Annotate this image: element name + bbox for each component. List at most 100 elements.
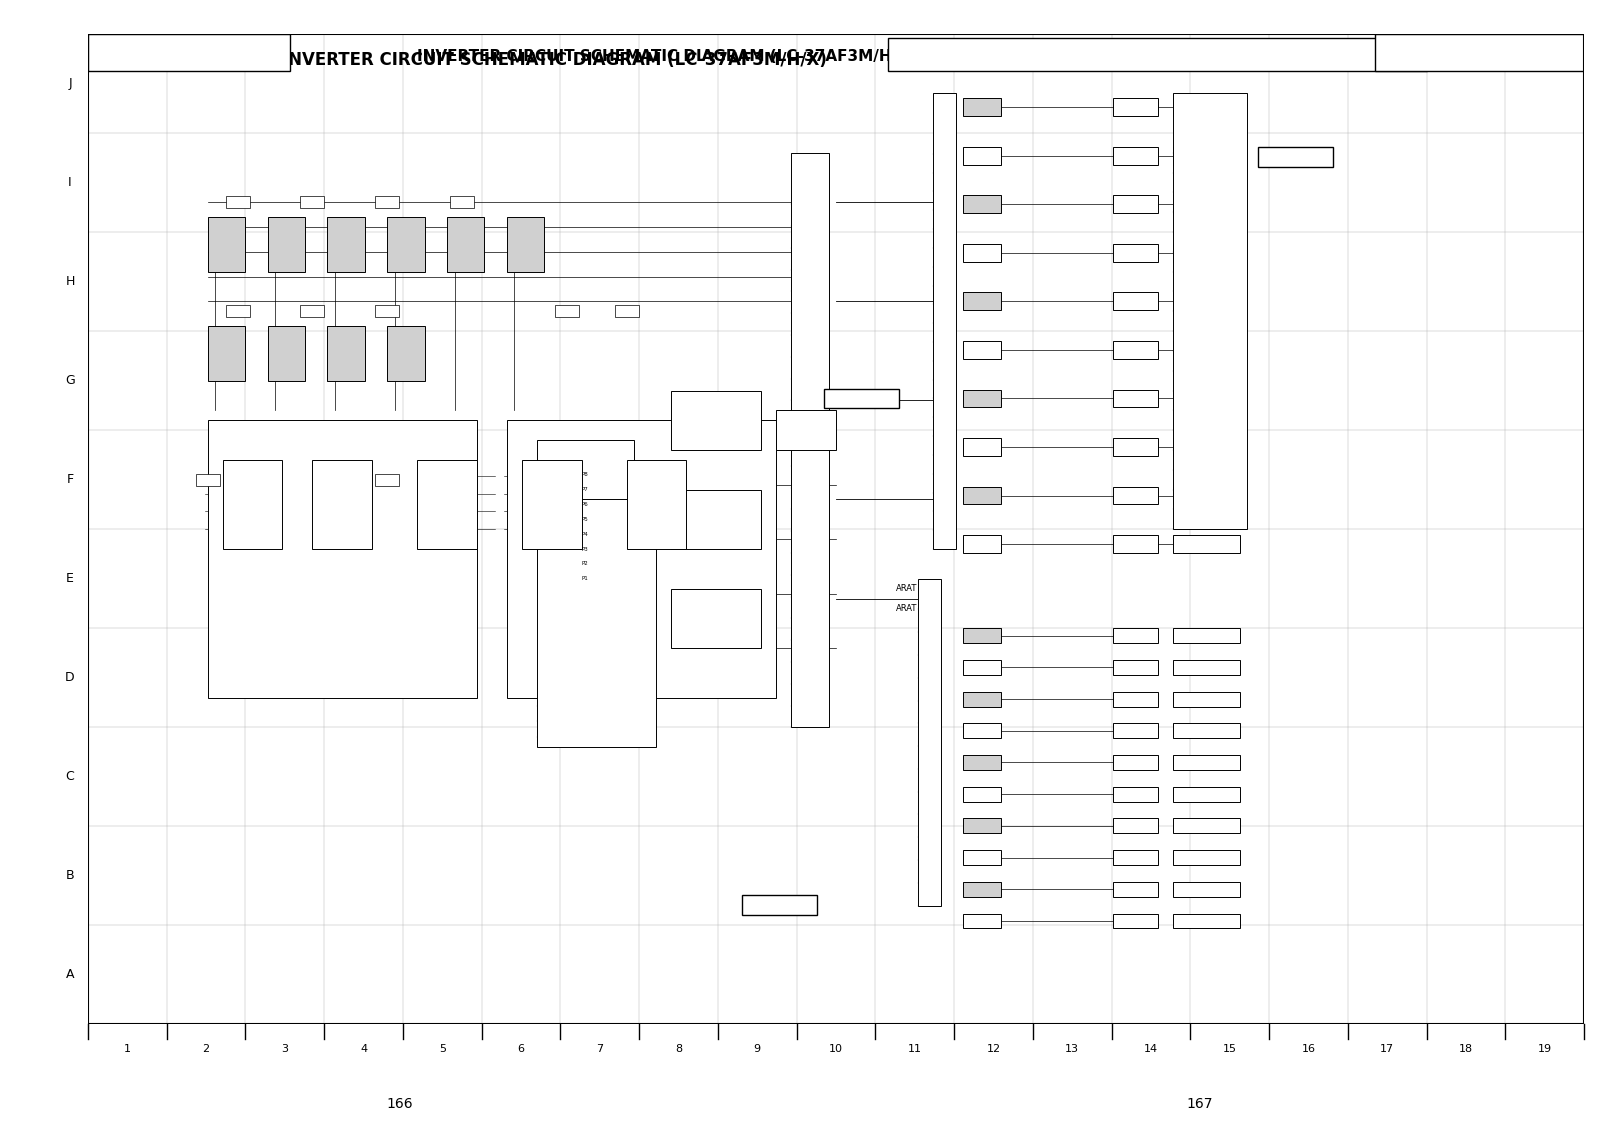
Bar (267, 326, 306, 380)
Text: INVERTER CIRCUIT SCHEMATIC DIAGRAM (LC-37AF3M/H/X): INVERTER CIRCUIT SCHEMATIC DIAGRAM (LC-3… (283, 51, 827, 69)
Bar (1112, 196, 1158, 213)
Bar (963, 243, 1000, 261)
Bar (226, 306, 250, 317)
Text: INVERTER CIRCUIT SCHEMATIC DIAGRAM (LC-37AF3M/H/X): INVERTER CIRCUIT SCHEMATIC DIAGRAM (LC-3… (418, 49, 915, 63)
Bar (963, 196, 1000, 213)
Bar (1112, 487, 1158, 505)
Bar (1112, 914, 1158, 928)
Bar (88, 34, 290, 70)
Bar (1112, 438, 1158, 456)
Bar (1173, 723, 1240, 738)
Bar (536, 440, 634, 589)
Text: LC-26AF3 M/H/X
LC-32AF3 M/H/X
LC-37AF3 M/H/X: LC-26AF3 M/H/X LC-32AF3 M/H/X LC-37AF3 M… (96, 34, 184, 70)
Bar (1173, 850, 1240, 865)
Bar (1112, 723, 1158, 738)
Text: 7: 7 (597, 1044, 603, 1054)
Text: P4: P4 (581, 532, 589, 537)
Bar (963, 692, 1000, 706)
Bar (418, 460, 477, 549)
Text: A: A (66, 969, 74, 981)
Bar (376, 474, 398, 486)
Text: H: H (66, 275, 75, 288)
Bar (1112, 882, 1158, 897)
Text: 13: 13 (1066, 1044, 1080, 1054)
Bar (1112, 628, 1158, 643)
Bar (963, 787, 1000, 801)
Bar (963, 487, 1000, 505)
Text: P7: P7 (581, 487, 589, 492)
Bar (963, 660, 1000, 675)
Bar (1173, 755, 1240, 770)
Text: 9: 9 (754, 1044, 762, 1054)
Bar (963, 98, 1000, 117)
Bar (1173, 487, 1240, 505)
Bar (328, 326, 365, 380)
Bar (267, 217, 306, 272)
Bar (256, 474, 280, 486)
Bar (328, 217, 365, 272)
Bar (1173, 243, 1240, 261)
Bar (507, 420, 776, 697)
Bar (312, 460, 373, 549)
Text: 167: 167 (1187, 1097, 1213, 1110)
Bar (1112, 850, 1158, 865)
Text: G: G (66, 375, 75, 387)
Text: ARAT: ARAT (896, 584, 917, 593)
Text: I: I (69, 177, 72, 189)
Bar (824, 388, 899, 409)
Bar (1112, 389, 1158, 408)
Text: 4: 4 (360, 1044, 366, 1054)
Bar (1173, 692, 1240, 706)
Bar (1112, 243, 1158, 261)
Bar (1112, 98, 1158, 117)
Bar (1112, 147, 1158, 165)
Bar (507, 217, 544, 272)
Bar (208, 326, 245, 380)
Bar (776, 411, 835, 451)
Bar (301, 306, 325, 317)
Text: P1: P1 (581, 576, 589, 581)
Text: LC-26AF3 M/H/X
LC-32AF3 M/H/X
LC-37AF3 M/H/X: LC-26AF3 M/H/X LC-32AF3 M/H/X LC-37AF3 M… (1382, 34, 1470, 70)
Text: D: D (66, 671, 75, 684)
Bar (1173, 628, 1240, 643)
Text: PKG4: PKG4 (1280, 152, 1310, 162)
Bar (963, 438, 1000, 456)
Bar (387, 326, 424, 380)
Bar (1112, 755, 1158, 770)
Bar (376, 306, 398, 317)
Text: 16: 16 (1301, 1044, 1315, 1054)
Text: 14: 14 (1144, 1044, 1158, 1054)
Bar (446, 217, 485, 272)
Bar (742, 894, 816, 915)
Bar (376, 197, 398, 208)
Bar (1112, 292, 1158, 310)
Bar (790, 153, 829, 728)
Text: 3: 3 (282, 1044, 288, 1054)
Bar (315, 474, 339, 486)
Bar (1173, 196, 1240, 213)
Bar (1173, 147, 1240, 165)
Text: E: E (66, 573, 74, 585)
Text: 18: 18 (1459, 1044, 1474, 1054)
Text: 17: 17 (1381, 1044, 1394, 1054)
Text: 5: 5 (438, 1044, 446, 1054)
Text: 15: 15 (1222, 1044, 1237, 1054)
Text: P6: P6 (581, 501, 589, 507)
Text: F: F (67, 473, 74, 486)
Text: ⚠ AND SHADED COMPONENTS=SAFETY RELATED PARTS: ⚠ AND SHADED COMPONENTS=SAFETY RELATED P… (984, 50, 1331, 59)
Bar (555, 306, 579, 317)
Bar (536, 499, 656, 747)
Bar (222, 460, 283, 549)
Bar (1112, 660, 1158, 675)
Bar (1173, 292, 1240, 310)
Bar (963, 147, 1000, 165)
Bar (672, 589, 762, 648)
Bar (963, 818, 1000, 833)
Bar (963, 882, 1000, 897)
Bar (1112, 818, 1158, 833)
Bar (1173, 818, 1240, 833)
Bar (387, 217, 424, 272)
Bar (963, 389, 1000, 408)
Bar (88, 1039, 1584, 1064)
Bar (450, 197, 474, 208)
